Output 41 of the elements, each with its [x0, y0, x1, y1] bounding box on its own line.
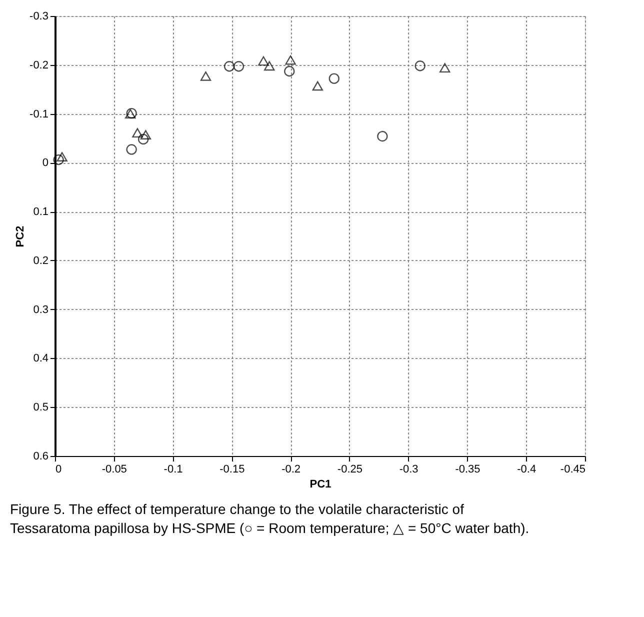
point [224, 61, 235, 72]
point [53, 154, 64, 166]
point [440, 63, 450, 73]
caption: Figure 5. The effect of temperature change to the volatile characteristic of Tessaratoma papillosa by HS-SPME (○ = Room temperature; △ = 50°C water bath). [10, 501, 530, 536]
x-axis-title: PC1 [310, 478, 332, 490]
x-tick-label: -0.2 [282, 464, 301, 476]
y-tick-label: -0.2 [30, 59, 48, 72]
point [264, 61, 275, 71]
x-tick-label: -0.05 [102, 464, 127, 476]
y-tick-label: -0.1 [30, 108, 48, 120]
y-tick-label: 0.1 [33, 206, 48, 218]
point [140, 130, 152, 140]
point [414, 60, 426, 72]
x-tick-label: -0.15 [220, 464, 245, 476]
y-tick-label: 0.2 [33, 254, 48, 267]
point [138, 134, 149, 145]
y-tick-label: 0.4 [33, 352, 48, 365]
x-tick-label: -0.3 [399, 464, 418, 476]
x-tick-label: -0.35 [455, 464, 480, 476]
y-tick-label: 0.3 [33, 304, 48, 316]
point [285, 55, 296, 65]
y-tick-label: -0.3 [30, 10, 48, 22]
point [377, 130, 388, 142]
point [258, 56, 269, 66]
y-tick-label: 0.6 [33, 450, 48, 462]
point [284, 66, 295, 77]
x-tick-label: -0.4 [517, 464, 536, 476]
point [233, 61, 244, 72]
point [126, 144, 137, 155]
point [328, 73, 340, 84]
point [200, 71, 212, 81]
point [56, 152, 68, 162]
x-tick-label: -0.45 [560, 464, 586, 476]
y-tick-label: 0 [42, 157, 48, 170]
y-axis-title: PC2 [14, 226, 27, 248]
point [132, 128, 143, 138]
y-tick-label: 0.5 [33, 402, 48, 414]
x-tick-label: -0.1 [164, 464, 183, 476]
x-tick-label: -0.25 [337, 464, 362, 476]
x-tick-label: 0 [56, 464, 62, 476]
point [312, 81, 323, 91]
